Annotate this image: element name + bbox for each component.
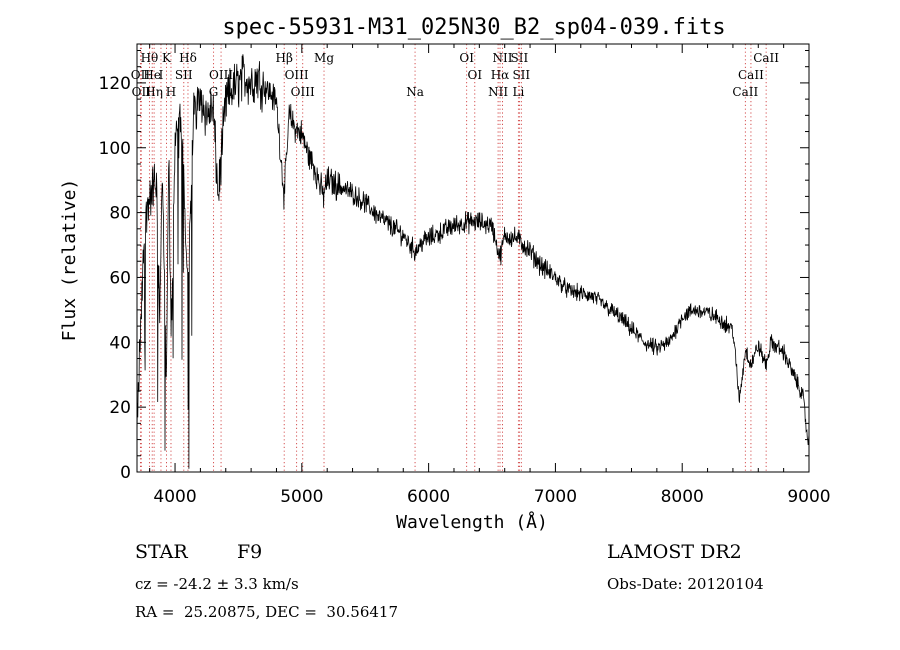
line-marker-label: OI	[467, 68, 482, 82]
line-marker-label: I	[159, 68, 164, 82]
redshift-value: cz = -24.2 ± 3.3 km/s	[135, 575, 299, 593]
line-marker-label: G	[209, 85, 219, 99]
object-class: STAR	[135, 541, 188, 563]
line-marker-label: SII	[511, 51, 529, 65]
line-marker-label: Na	[406, 85, 424, 99]
x-tick-label: 6000	[407, 487, 450, 507]
line-marker-label: NII	[493, 51, 513, 65]
line-marker-label: SII	[175, 68, 193, 82]
line-marker-label: NII	[488, 85, 508, 99]
line-marker-label: Hη	[145, 85, 163, 99]
x-tick-label: 4000	[153, 487, 196, 507]
line-marker-label: CaII	[732, 85, 758, 99]
line-marker-label: Mg	[314, 51, 334, 65]
x-axis-label: Wavelength (Å)	[396, 511, 548, 533]
y-tick-label: 60	[109, 268, 131, 288]
survey-name: LAMOST DR2	[607, 541, 742, 563]
line-marker-label: Hδ	[179, 51, 197, 65]
y-tick-label: 80	[109, 204, 131, 224]
y-tick-label: 20	[109, 398, 131, 418]
y-axis-label: Flux (relative)	[59, 179, 80, 342]
line-marker-label: OI	[459, 51, 474, 65]
y-tick-label: 40	[109, 333, 131, 353]
line-marker-label: Hθ	[141, 51, 159, 65]
line-marker-label: OIII	[285, 68, 309, 82]
line-marker-label: OIII	[209, 68, 233, 82]
line-marker-label: H	[166, 85, 176, 99]
plot-frame	[136, 43, 810, 473]
line-marker-label: He	[143, 68, 161, 82]
y-tick-label: 0	[120, 463, 131, 483]
line-marker-label: OII	[131, 68, 151, 82]
line-marker-label: K	[162, 51, 172, 65]
line-marker-label: OIII	[291, 85, 315, 99]
x-tick-label: 7000	[534, 487, 577, 507]
line-marker-label: SII	[512, 68, 530, 82]
x-tick-label: 9000	[787, 487, 830, 507]
x-tick-label: 5000	[280, 487, 323, 507]
chart-title: spec-55931-M31_025N30_B2_sp04-039.fits	[222, 15, 725, 40]
object-subclass: F9	[237, 541, 263, 563]
line-marker-label: Hα	[491, 68, 510, 82]
y-tick-label: 120	[99, 74, 131, 94]
line-marker-label: Hβ	[276, 51, 293, 65]
observation-date: Obs-Date: 20120104	[607, 575, 764, 593]
x-tick-label: 8000	[661, 487, 704, 507]
axis-ticks: 4000 5000 6000 7000 8000 9000 0 20 40 60 80 100 120	[99, 44, 831, 507]
line-marker-label: CaII	[738, 68, 764, 82]
y-tick-label: 100	[99, 139, 131, 159]
sky-coordinates: RA = 25.20875, DEC = 30.56417	[135, 603, 399, 621]
plot-area	[137, 54, 809, 469]
spectrum-line	[137, 54, 809, 469]
line-marker-label: CaII	[753, 51, 779, 65]
line-marker-label: Li	[512, 85, 524, 99]
